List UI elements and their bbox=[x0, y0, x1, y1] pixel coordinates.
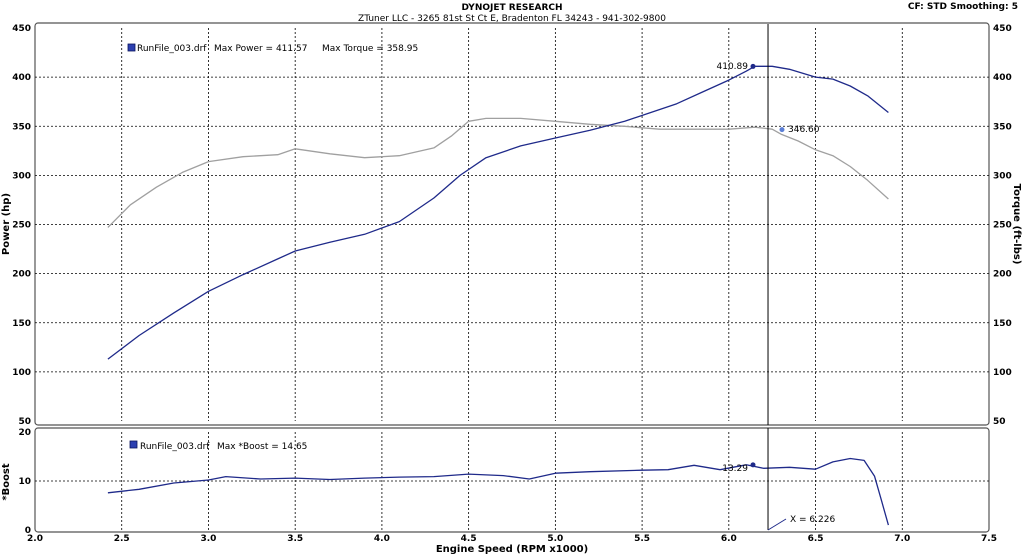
x-tick-label: 3.0 bbox=[200, 534, 216, 544]
boost-tick-label: 0 bbox=[25, 526, 31, 536]
power-tick-label: 200 bbox=[12, 270, 31, 280]
torque-tick-label: 300 bbox=[993, 171, 1012, 181]
boost-cursor-value: 13.29 bbox=[722, 464, 748, 474]
cursor-readout-pointer bbox=[767, 518, 787, 531]
torque-tick-label: 100 bbox=[993, 368, 1012, 378]
power-tick-label: 100 bbox=[12, 368, 31, 378]
torque-tick-label: 150 bbox=[993, 319, 1012, 329]
power-tick-label: 300 bbox=[12, 171, 31, 181]
x-axis-label: Engine Speed (RPM x1000) bbox=[436, 544, 588, 554]
legend-max-torque: Max Torque = 358.95 bbox=[322, 44, 418, 54]
torque-tick-label: 350 bbox=[993, 122, 1012, 132]
boost-cursor-marker bbox=[750, 462, 756, 468]
power-cursor-value: 410.89 bbox=[717, 62, 749, 72]
power-tick-label: 350 bbox=[12, 122, 31, 132]
torque-axis-label: Torque (ft-lbs) bbox=[1011, 184, 1022, 265]
cursor-readout: X = 6.226 bbox=[790, 515, 835, 525]
torque-tick-label: 250 bbox=[993, 221, 1012, 231]
boost-panel bbox=[34, 427, 990, 533]
x-tick-label: 6.0 bbox=[721, 534, 737, 544]
boost-tick-label: 10 bbox=[18, 477, 31, 487]
x-tick-label: 2.5 bbox=[114, 534, 130, 544]
power-torque-legend: RunFile_003.drf Max Power = 411.57 Max T… bbox=[127, 43, 418, 54]
legend-run-file: RunFile_003.drf bbox=[140, 442, 210, 452]
legend-max-power: Max Power = 411.57 bbox=[214, 44, 307, 54]
torque-tick-label: 400 bbox=[993, 73, 1012, 83]
torque-cursor-value: 346.60 bbox=[788, 125, 820, 135]
legend-run-file: RunFile_003.drf bbox=[137, 44, 207, 54]
x-tick-label: 4.5 bbox=[461, 534, 477, 544]
chart-title: DYNOJET RESEARCH bbox=[461, 3, 562, 13]
power-cursor-marker bbox=[750, 63, 756, 69]
power-axis-label: Power (hp) bbox=[1, 193, 12, 255]
torque-series-line bbox=[107, 117, 889, 228]
chart-settings: CF: STD Smoothing: 5 bbox=[908, 2, 1018, 12]
power-tick-label: 400 bbox=[12, 73, 31, 83]
x-tick-label: 6.5 bbox=[808, 534, 824, 544]
torque-tick-label: 50 bbox=[993, 417, 1006, 427]
boost-legend: RunFile_003.drf Max *Boost = 14.65 bbox=[129, 440, 307, 452]
power-tick-label: 250 bbox=[12, 221, 31, 231]
power-tick-label: 450 bbox=[12, 24, 31, 34]
torque-tick-label: 200 bbox=[993, 270, 1012, 280]
power-series-line bbox=[107, 65, 889, 360]
legend-max-boost: Max *Boost = 14.65 bbox=[217, 442, 307, 452]
boost-axis-label: *Boost bbox=[1, 463, 12, 501]
legend-swatch bbox=[127, 43, 136, 52]
series-layer bbox=[107, 65, 890, 526]
boost-series-line bbox=[107, 457, 890, 526]
x-tick-label: 7.0 bbox=[894, 534, 910, 544]
x-tick-label: 7.5 bbox=[981, 534, 997, 544]
x-tick-label: 2.0 bbox=[27, 534, 43, 544]
torque-tick-label: 450 bbox=[993, 24, 1012, 34]
boost-tick-label: 20 bbox=[18, 428, 31, 438]
x-tick-label: 4.0 bbox=[374, 534, 390, 544]
boost-grid bbox=[35, 432, 989, 530]
cursor-layer bbox=[750, 24, 787, 531]
x-tick-label: 5.0 bbox=[547, 534, 563, 544]
power-tick-label: 50 bbox=[18, 417, 31, 427]
chart-subtitle: ZTuner LLC - 3265 81st St Ct E, Bradento… bbox=[358, 14, 666, 24]
power-torque-panel bbox=[34, 22, 990, 426]
x-tick-label: 3.5 bbox=[287, 534, 303, 544]
x-tick-label: 5.5 bbox=[634, 534, 650, 544]
legend-swatch bbox=[129, 440, 138, 449]
power-torque-grid bbox=[35, 28, 989, 421]
torque-cursor-marker bbox=[779, 127, 785, 133]
power-tick-label: 150 bbox=[12, 319, 31, 329]
